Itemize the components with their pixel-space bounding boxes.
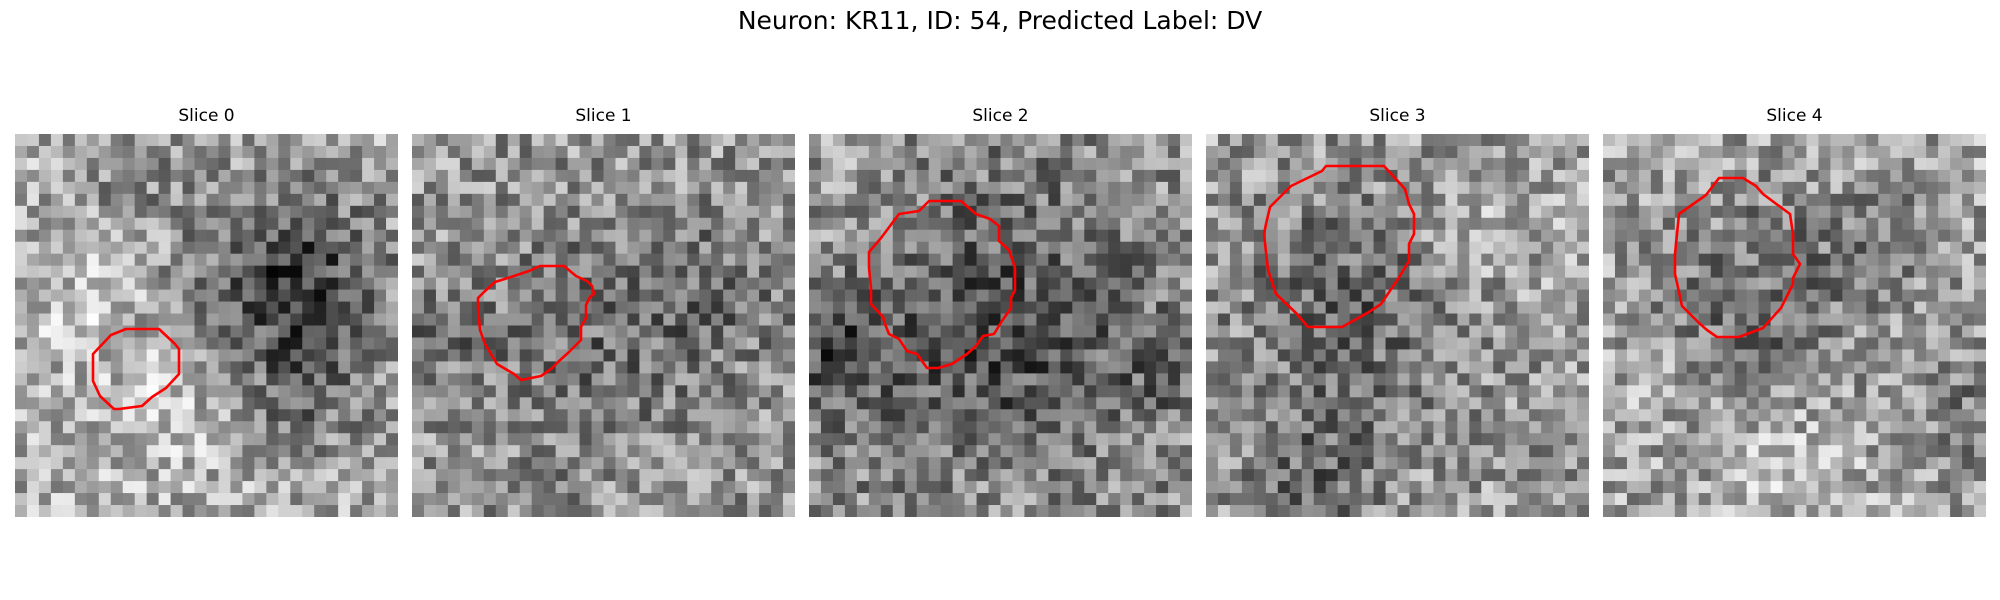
slice-pixels (15, 134, 398, 517)
roi-contour (476, 264, 596, 382)
roi-contour (1673, 176, 1802, 339)
slice-title: Slice 2 (972, 106, 1029, 126)
slice-image (15, 134, 398, 517)
slice-pixels (412, 134, 795, 517)
roi-contour (1262, 164, 1416, 329)
slice-pixels (1206, 134, 1589, 517)
roi-contour (867, 199, 1017, 370)
slice-pixels (1603, 134, 1986, 517)
slice-title: Slice 3 (1369, 106, 1426, 126)
slice-title: Slice 4 (1766, 106, 1823, 126)
slice-title: Slice 1 (575, 106, 632, 126)
slice-image (412, 134, 795, 517)
figure-title: Neuron: KR11, ID: 54, Predicted Label: D… (737, 6, 1263, 35)
roi-contour (91, 327, 181, 411)
slice-image (1206, 134, 1589, 517)
slice-title: Slice 0 (178, 106, 235, 126)
slice-image (1603, 134, 1986, 517)
slice-image (809, 134, 1192, 517)
